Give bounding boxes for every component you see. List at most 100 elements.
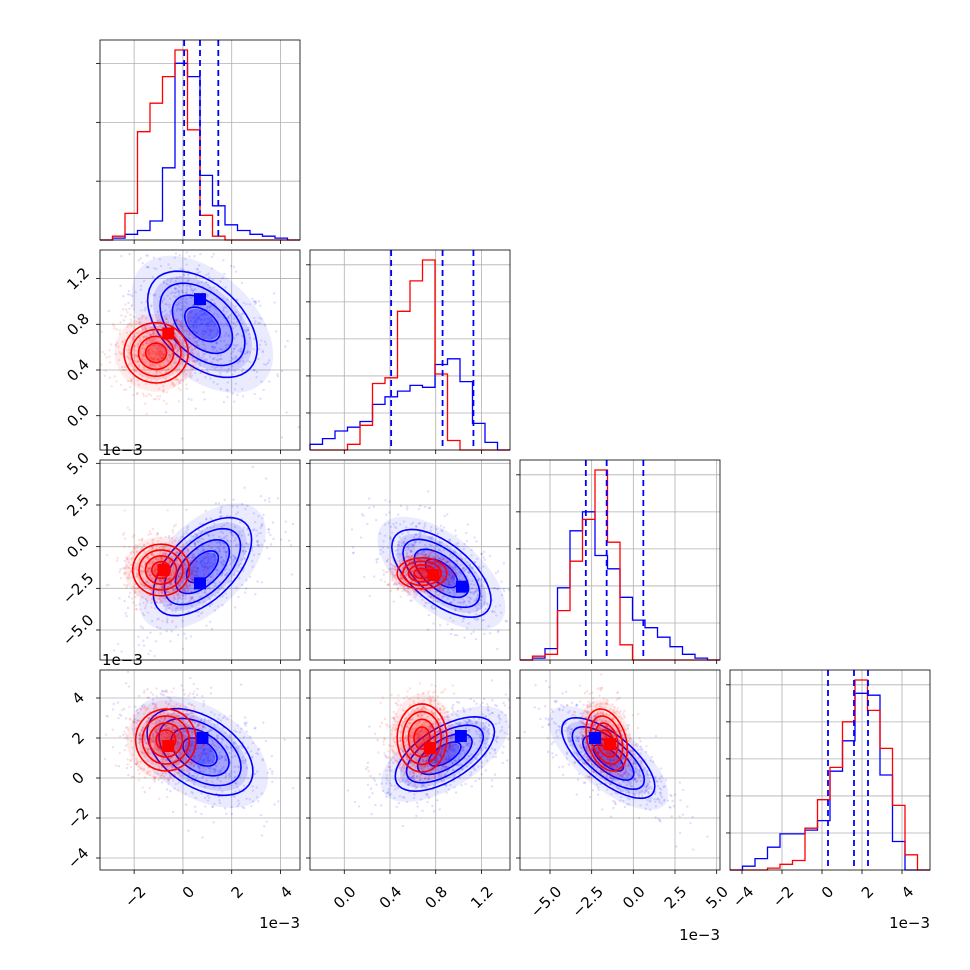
pair-p1-p3-peak-a	[454, 730, 467, 742]
pair-p0-p3-ytick-label-3: 2	[68, 728, 87, 747]
pair-p2-p3-panel: −5.0 −2.5 0.0 2.5 5.0	[516, 669, 732, 921]
hist-frame-p0	[99, 39, 301, 241]
pair-p0-p1-series-a-contour-0	[146, 270, 259, 379]
pair-p0-p1-ytick-label-0: 0.0	[63, 401, 93, 431]
pair-p0-p1-series-b-contour-3	[144, 342, 168, 364]
pair-p0-p1-series-a-density-3	[186, 308, 219, 340]
pair-p1-p2-series-b-contour-0	[396, 556, 448, 590]
pair-p0-p3-series-a-contour-1	[158, 717, 242, 787]
pair-p1-p3-panel: 0.0 0.4 0.8 1.2	[306, 669, 511, 913]
hist-p3-xtick-label-3: 2	[858, 883, 877, 902]
pair-p1-p3-xtick-label-2: 0.8	[421, 883, 451, 913]
pair-p0-p2-series-a-contour-1	[163, 527, 242, 606]
pair-p0-p3-ytick-label-0: −4	[64, 844, 92, 872]
pair-p1-p3-series-a-density-0	[380, 706, 509, 802]
pair-p0-p1-peak-b	[162, 327, 175, 340]
pair-p1-p3-series-b-contour-2	[407, 718, 437, 758]
pair-p0-p3-series-b-contour-1	[141, 715, 191, 765]
pair-p0-p3-series-a-contour-0	[146, 707, 254, 797]
hist-panel-p2	[516, 459, 721, 664]
pair-p1-p2-grid	[310, 460, 510, 660]
pair-p1-p3-series-a-density-3	[430, 743, 460, 765]
hist-series-b-p1	[310, 259, 510, 451]
pair-p0-p3-ytick-label-4: 4	[68, 688, 87, 707]
pair-p2-p3-series-a-contour-2	[581, 735, 635, 781]
pair-p1-p3-series-b-contour-0	[396, 703, 448, 773]
pair-p0-p2-series-b-contour-2	[144, 554, 178, 586]
pair-p1-p3-series-a-contour-1	[405, 724, 485, 784]
pair-p0-p3-series-a-density-3	[184, 739, 216, 765]
pair-p0-p2-peak-a	[194, 577, 206, 590]
pair-p0-p2-series-a-density-0	[139, 503, 266, 630]
pair-p0-p1-series-b-contour-0	[123, 321, 190, 384]
pair-p0-p1-panel: 0.0 0.4 0.8 1.2	[63, 249, 301, 454]
pair-p0-p1-series-b-density-2	[138, 336, 174, 370]
hist-p3-xtick-label-1: −2	[769, 883, 797, 911]
pair-p0-p2-peak-b	[157, 564, 170, 576]
pair-p0-p1-series-a-contour-2	[171, 294, 234, 355]
pair-p0-p2-ytick-label-1: −2.5	[59, 569, 97, 607]
pair-p0-p2-series-b-contour-3	[150, 560, 171, 580]
hist-series-b-p3	[730, 679, 930, 871]
offset-label-4: 1e−3	[889, 914, 930, 932]
hist-frame-p2	[519, 459, 721, 661]
hist-grid-p1	[310, 250, 510, 450]
hist-panel-p0	[96, 39, 301, 244]
offset-label-1: 1e−3	[102, 651, 143, 669]
pair-p0-p3-ytick-label-1: −2	[64, 804, 92, 832]
pair-p0-p1-series-a-contour-1	[159, 282, 246, 367]
pair-p0-p3-series-b-contour-0	[134, 708, 197, 772]
pair-p1-p3-xtick-label-1: 0.4	[376, 883, 406, 913]
pair-p1-p3-frame	[309, 669, 511, 871]
pair-p2-p3-series-a-contour-0	[560, 716, 656, 800]
hist-p3-xtick-label-4: 4	[898, 883, 917, 902]
offset-label-3: 1e−3	[679, 926, 720, 944]
pair-p0-p1-series-b-density-0	[114, 314, 198, 392]
pair-p0-p3-series-b-contour-2	[148, 722, 184, 758]
pair-p0-p2-ytick-label-2: 0.0	[63, 532, 93, 562]
pair-p0-p1-series-a-density-0	[131, 255, 274, 393]
pair-p0-p3-xtick-label-0: −2	[121, 883, 149, 911]
pair-p0-p2-ytick-label-0: −5.0	[59, 611, 97, 649]
pair-p0-p1-ytick-label-3: 1.2	[63, 264, 93, 294]
pair-p0-p2-frame	[99, 459, 301, 661]
pair-p2-p3-peak-a	[589, 732, 601, 744]
pair-p0-p2-series-b-contour-0	[131, 543, 191, 597]
pair-p1-p3-xtick-label-3: 1.2	[467, 883, 497, 913]
offset-label-2: 1e−3	[259, 914, 300, 932]
pair-p0-p3-series-a-contour-3	[182, 737, 218, 767]
pair-p0-p1-ytick-label-1: 0.4	[63, 355, 93, 385]
pair-p1-p2-series-b-contour-1	[401, 560, 443, 587]
offset-label-0: 1e−3	[102, 441, 143, 459]
pair-p0-p3-panel: −4 −2 0 2 4 −2 0 2 4	[64, 669, 301, 911]
hist-frame-p1	[309, 249, 511, 451]
pair-p1-p3-series-b-contour-1	[401, 710, 443, 766]
hist-p3-xtick-label-2: 0	[818, 883, 837, 902]
pair-p2-p3-series-b-contour-0	[585, 708, 629, 772]
pair-p0-p3-ytick-label-2: 0	[68, 768, 87, 787]
pair-p0-p2-series-b-contour-1	[138, 549, 184, 591]
hist-panel-p1	[306, 249, 511, 454]
pair-p2-p3-xtick-label-2: 0.0	[619, 883, 649, 913]
pair-p0-p1-series-a-density-1	[152, 276, 252, 373]
pair-p1-p3-series-a-contour-0	[394, 715, 496, 793]
pair-p0-p1-peak-a	[194, 293, 206, 306]
pair-p0-p2-series-a-contour-3	[185, 550, 220, 584]
pair-p0-p2-series-a-scatter	[105, 465, 295, 658]
pair-p1-p2-series-a-contour-0	[390, 528, 492, 619]
pair-p2-p3-series-a-contour-1	[571, 725, 646, 791]
pair-p2-p3-xtick-label-4: 5.0	[702, 883, 732, 913]
pair-p0-p1-series-b-density-3	[146, 344, 166, 362]
pair-p0-p2-panel: −5.0 −2.5 0.0 2.5 5.0	[59, 449, 301, 664]
pair-p0-p3-frame	[99, 669, 301, 871]
hist-series-a-p1	[309, 358, 510, 451]
pair-p1-p3-series-a-contour-3	[428, 741, 462, 767]
pair-p0-p2-ytick-label-4: 5.0	[63, 449, 93, 479]
pair-p1-p3-peak-b	[424, 742, 436, 754]
pair-p0-p3-xtick-label-2: 2	[228, 883, 247, 902]
pair-p2-p3-series-a-density-2	[582, 735, 634, 781]
pair-p2-p3-peak-b	[604, 738, 616, 750]
pair-p2-p3-frame	[519, 669, 721, 871]
pair-p0-p2-series-a-contour-2	[174, 539, 231, 595]
